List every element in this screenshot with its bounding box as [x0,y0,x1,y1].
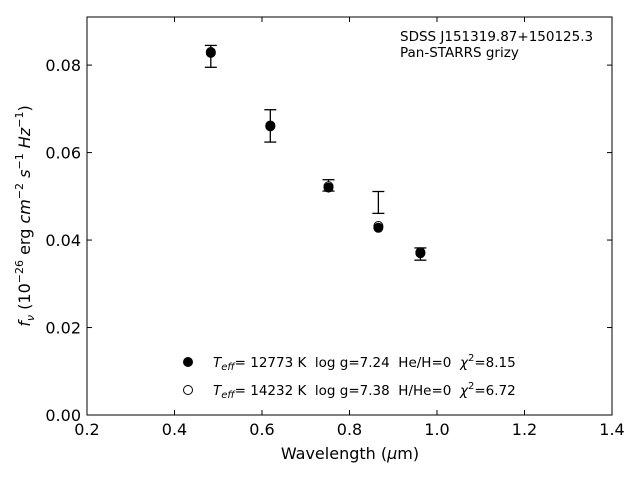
x-tick-label: 0.6 [249,420,274,439]
x-tick-label: 1.0 [424,420,449,439]
data-points [205,46,426,259]
legend-chi-superscript: 2 [468,381,474,392]
legend-params: = 12773 K log g=7.24 He/H=0 [235,355,460,371]
legend-label: Teff= 12773 K log g=7.24 He/H=0 χ2=8.15 [213,353,516,373]
x-axis-ticks: 0.2 0.4 0.6 0.8 1.0 1.2 1.4 [74,17,625,439]
x-tick-label: 0.4 [162,420,187,439]
legend-chi-symbol: χ [459,355,469,371]
legend-teff-subscript: eff [221,390,236,401]
model-point-filled [323,182,334,193]
annotation-object-name: SDSS J151319.87+150125.3 [400,29,593,45]
legend-chi-value: =8.15 [474,355,515,371]
x-axis-label: Wavelength (μm) [281,444,419,463]
y-tick-label: 0.04 [45,231,81,250]
model-point-filled [415,248,426,259]
legend-chi-symbol: χ [459,383,469,399]
legend-marker-open [183,385,193,395]
x-tick-label: 0.2 [74,420,99,439]
y-axis-label: fν (10−26 erg cm−2 s−1 Hz−1) [13,105,37,326]
x-tick-label: 0.8 [337,420,362,439]
y-tick-label: 0.02 [45,319,81,338]
legend-marker-filled [183,357,193,367]
legend-teff-subscript: eff [221,362,236,373]
annotation-survey: Pan-STARRS grizy [400,45,519,61]
legend-label: Teff= 14232 K log g=7.38 H/He=0 χ2=6.72 [213,381,516,401]
legend-chi-value: =6.72 [474,383,515,399]
legend-teff-symbol: T [213,383,223,399]
legend: Teff= 12773 K log g=7.24 He/H=0 χ2=8.15T… [183,353,516,401]
y-axis-ticks: 0.00 0.02 0.04 0.06 0.08 [45,56,612,425]
error-bar [372,190,385,215]
y-tick-label: 0.08 [45,56,81,75]
x-tick-label: 1.4 [599,420,624,439]
model-point-filled [373,222,384,233]
y-tick-label: 0.06 [45,144,81,163]
legend-chi-superscript: 2 [468,353,474,364]
legend-teff-symbol: T [213,355,223,371]
x-tick-label: 1.2 [512,420,537,439]
model-point-filled [265,121,276,132]
model-point-filled [205,47,216,58]
y-tick-label: 0.00 [45,406,81,425]
legend-params: = 14232 K log g=7.38 H/He=0 [235,383,460,399]
